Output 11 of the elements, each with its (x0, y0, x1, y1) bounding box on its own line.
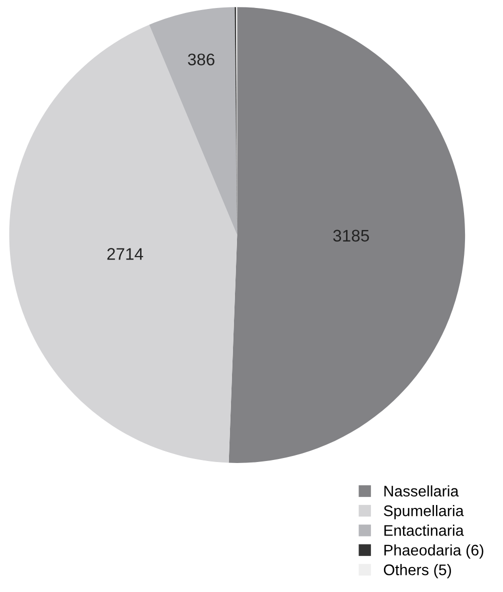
pie-slice (228, 7, 466, 463)
legend-label: Entactinaria (384, 524, 464, 536)
data-label: 3185 (333, 230, 369, 242)
legend-label: Others (5) (384, 564, 451, 578)
pie-slice (149, 7, 238, 236)
legend-label: Phaeodaria (6) (384, 544, 484, 559)
data-label: 386 (188, 54, 214, 66)
pie-slice (9, 24, 238, 463)
legend-label: Nassellaria (384, 485, 459, 497)
data-label: 2714 (107, 248, 144, 260)
legend-label: Spumellaria (384, 505, 464, 520)
